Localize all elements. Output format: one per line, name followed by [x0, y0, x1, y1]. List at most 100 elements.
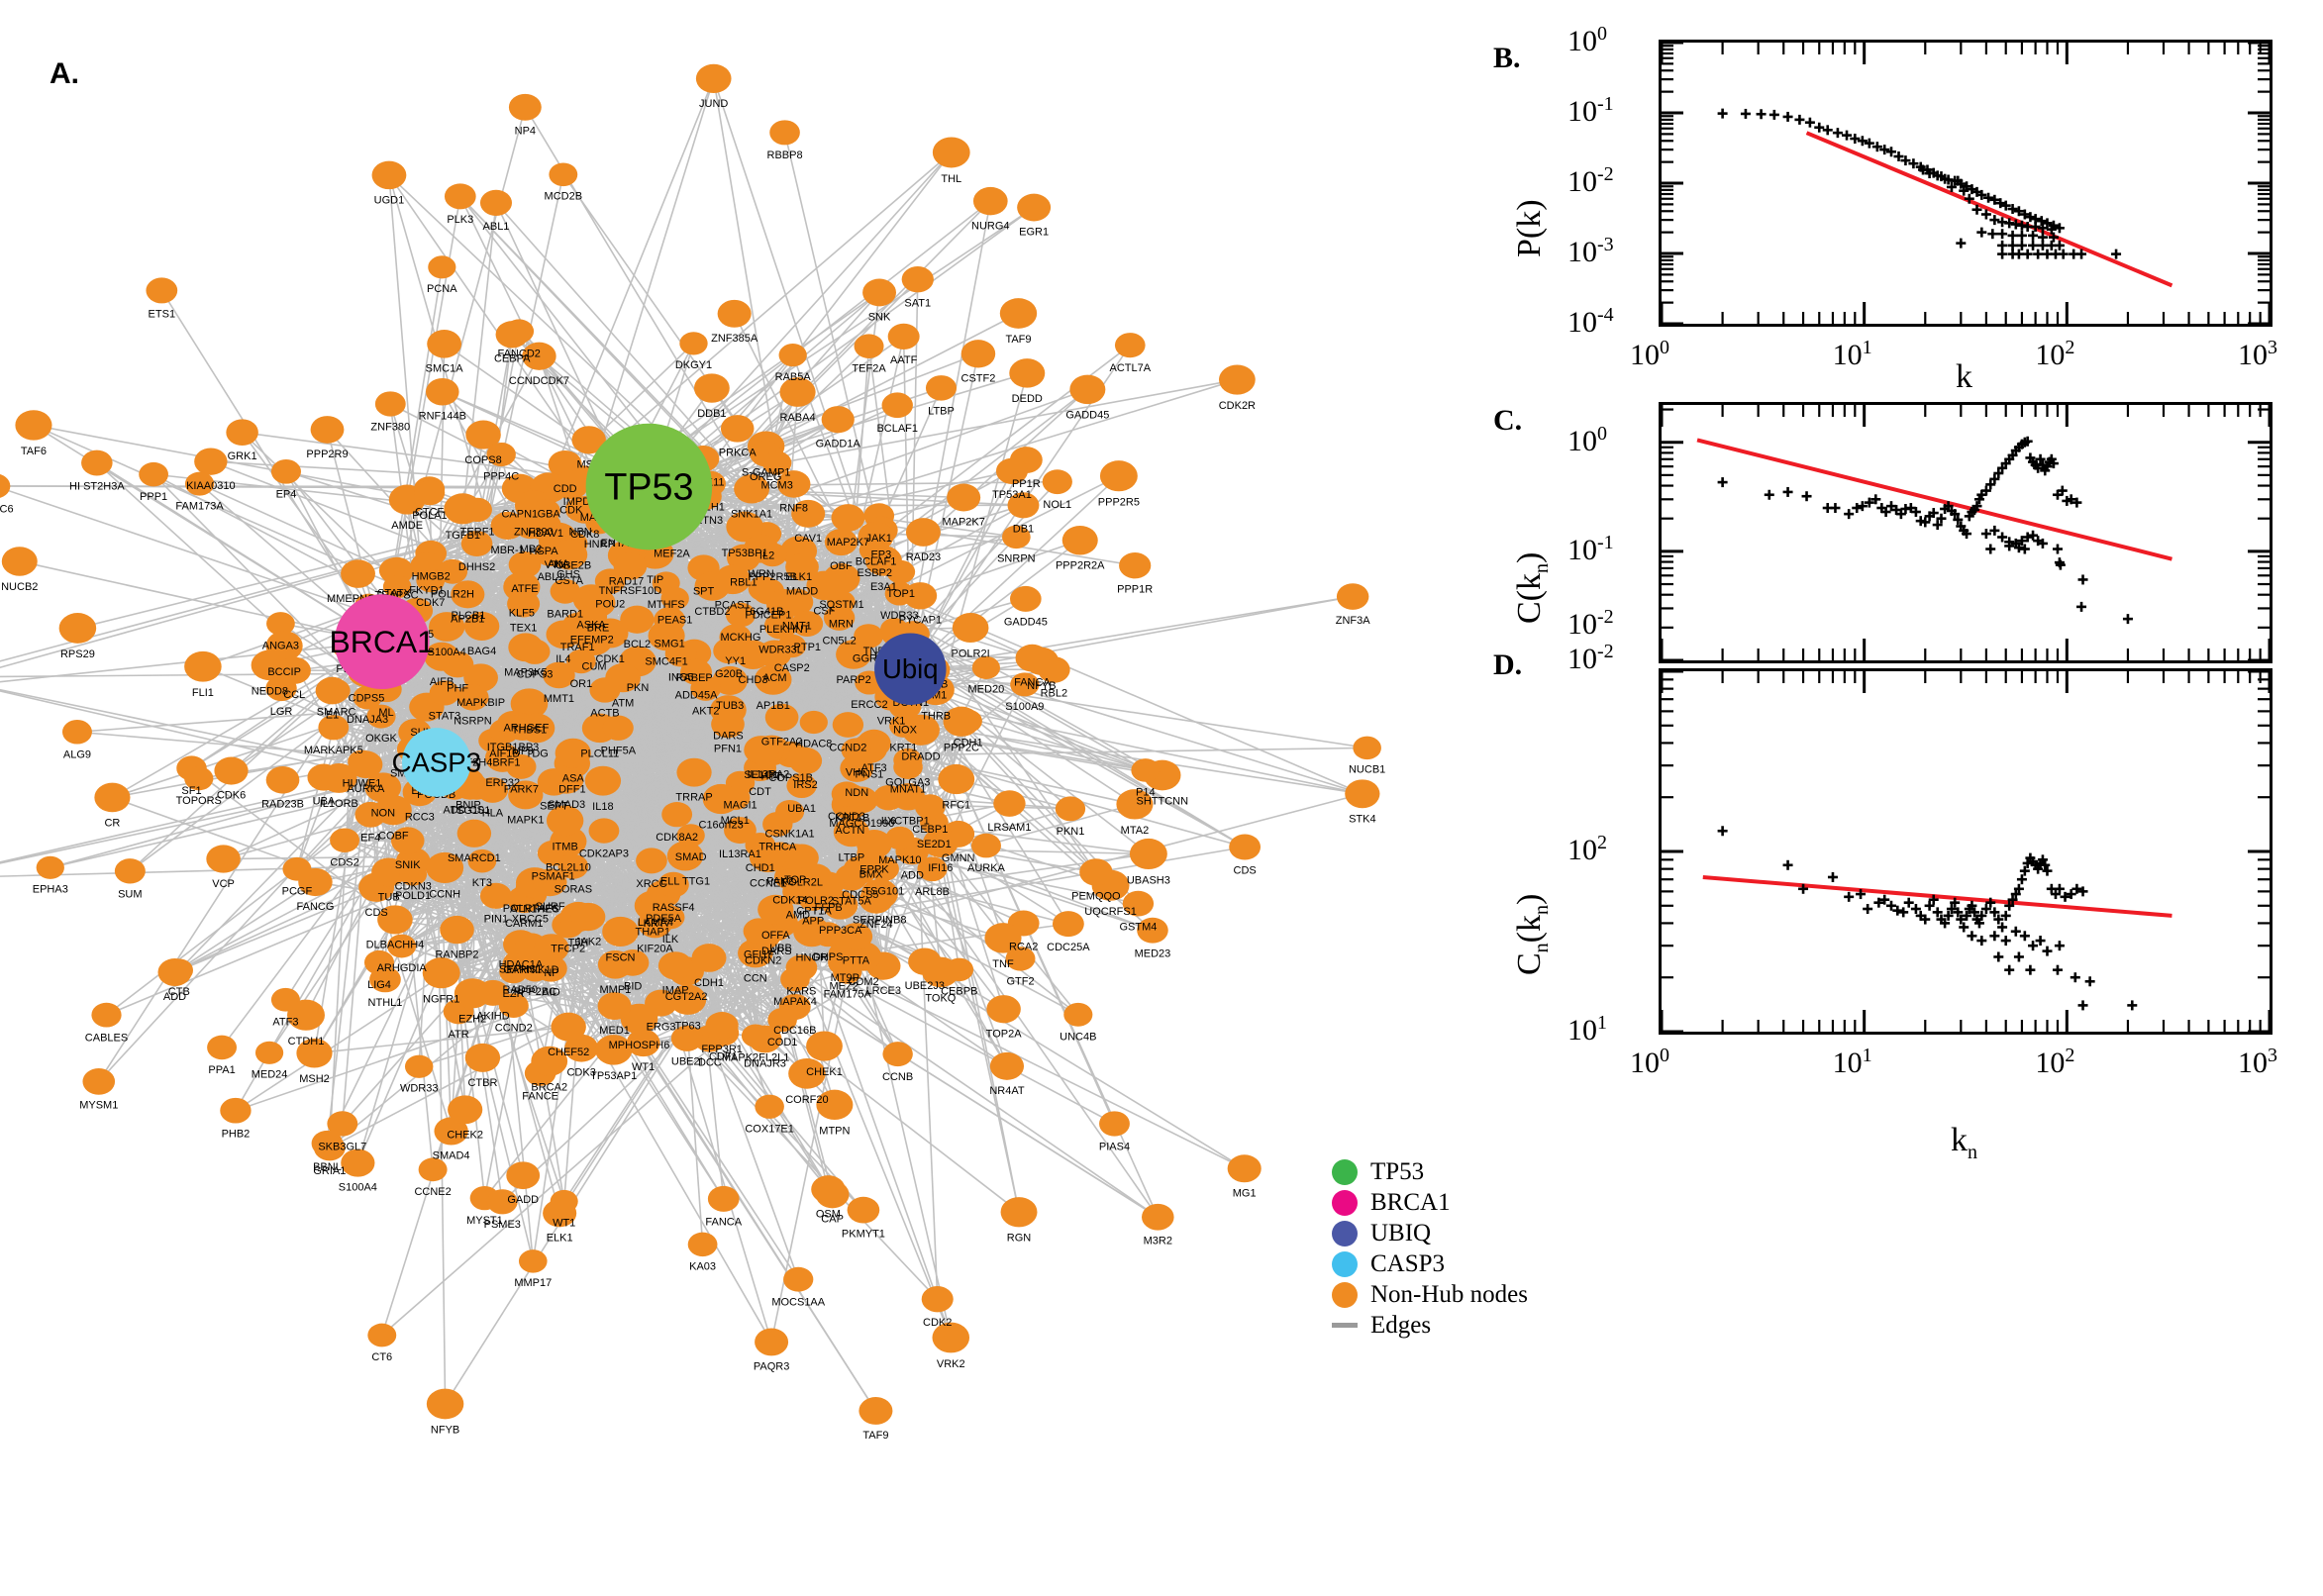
network-node[interactable] — [557, 853, 589, 879]
network-node[interactable] — [952, 613, 989, 644]
network-node[interactable] — [519, 713, 556, 744]
network-node[interactable] — [476, 777, 509, 803]
network-node[interactable] — [554, 470, 589, 500]
network-node[interactable] — [566, 648, 596, 674]
network-node[interactable] — [437, 558, 468, 584]
network-node[interactable] — [776, 470, 811, 498]
network-node[interactable] — [636, 848, 667, 874]
network-node[interactable] — [755, 1328, 789, 1356]
network-node[interactable] — [418, 1157, 448, 1182]
network-node[interactable] — [427, 330, 462, 358]
network-node[interactable] — [943, 706, 980, 737]
network-node[interactable] — [893, 748, 923, 772]
network-node[interactable] — [546, 620, 581, 649]
network-node[interactable] — [695, 63, 732, 93]
network-node[interactable] — [207, 1035, 238, 1060]
network-node[interactable] — [194, 448, 228, 475]
network-node[interactable] — [793, 916, 831, 948]
network-node[interactable] — [1010, 672, 1040, 697]
network-node[interactable] — [741, 1024, 770, 1047]
network-node[interactable] — [823, 605, 856, 631]
network-node[interactable] — [831, 781, 862, 807]
network-node[interactable] — [341, 1148, 375, 1177]
network-node[interactable] — [755, 1094, 784, 1119]
network-node[interactable] — [754, 663, 792, 695]
network-node[interactable] — [645, 989, 678, 1017]
network-node[interactable] — [184, 471, 215, 496]
network-node[interactable] — [1137, 917, 1168, 944]
network-node[interactable] — [15, 410, 52, 441]
network-node[interactable] — [0, 473, 11, 498]
network-node[interactable] — [1, 547, 38, 576]
network-node[interactable] — [676, 757, 712, 787]
network-node[interactable] — [94, 782, 131, 813]
network-node[interactable] — [543, 661, 575, 689]
network-node[interactable] — [184, 650, 222, 682]
network-node[interactable] — [1099, 1111, 1130, 1137]
network-node[interactable] — [995, 457, 1028, 484]
network-node[interactable] — [791, 499, 826, 528]
network-node[interactable] — [467, 848, 497, 873]
network-node[interactable] — [428, 255, 456, 279]
network-node[interactable] — [666, 841, 704, 871]
network-node[interactable] — [330, 828, 360, 852]
network-node[interactable] — [549, 162, 578, 187]
network-node[interactable] — [1017, 193, 1052, 222]
network-node[interactable] — [1119, 551, 1152, 579]
network-node[interactable] — [395, 847, 431, 876]
network-node[interactable] — [1353, 736, 1381, 760]
network-node[interactable] — [589, 677, 621, 703]
network-node[interactable] — [676, 824, 705, 848]
network-node[interactable] — [778, 993, 811, 1021]
network-node[interactable] — [555, 738, 591, 768]
network-node[interactable] — [744, 736, 779, 764]
network-node[interactable] — [476, 979, 509, 1006]
network-node[interactable] — [687, 1232, 718, 1257]
network-node[interactable] — [864, 546, 902, 576]
network-node[interactable] — [713, 638, 745, 664]
network-node[interactable] — [495, 321, 529, 349]
network-node[interactable] — [889, 714, 918, 738]
network-node[interactable] — [1336, 583, 1369, 610]
network-node[interactable] — [763, 612, 798, 640]
network-node[interactable] — [463, 611, 500, 641]
network-node[interactable] — [327, 1111, 358, 1137]
network-node[interactable] — [486, 442, 516, 467]
network-node[interactable] — [296, 1038, 333, 1068]
network-node[interactable] — [534, 934, 569, 963]
network-node[interactable] — [833, 817, 869, 848]
network-node[interactable] — [660, 586, 689, 611]
network-node[interactable] — [824, 528, 858, 556]
network-node[interactable] — [584, 765, 622, 796]
network-node[interactable] — [1009, 358, 1046, 388]
network-node[interactable] — [416, 568, 446, 593]
network-node[interactable] — [702, 783, 740, 815]
network-node[interactable] — [226, 419, 258, 447]
network-node[interactable] — [694, 571, 731, 601]
network-node[interactable] — [664, 641, 697, 667]
network-node[interactable] — [571, 426, 606, 454]
network-node[interactable] — [823, 890, 858, 920]
network-node[interactable] — [885, 826, 915, 850]
network-node[interactable] — [984, 923, 1022, 953]
network-node[interactable] — [382, 574, 412, 599]
network-node[interactable] — [724, 817, 757, 845]
network-node[interactable] — [745, 833, 776, 858]
network-node[interactable] — [1063, 1002, 1093, 1027]
network-node[interactable] — [550, 1189, 578, 1213]
network-node[interactable] — [831, 504, 865, 532]
network-node[interactable] — [690, 675, 722, 701]
network-node[interactable] — [479, 189, 513, 217]
network-node[interactable] — [726, 511, 763, 543]
network-node[interactable] — [986, 995, 1021, 1024]
network-node[interactable] — [887, 323, 920, 349]
network-hub-nodes[interactable]: TP53 BRCA1 Ubiq CASP3 — [330, 423, 947, 797]
network-node[interactable] — [616, 949, 650, 976]
network-node[interactable] — [769, 120, 800, 146]
network-node[interactable] — [1099, 460, 1138, 492]
network-node[interactable] — [841, 738, 871, 763]
network-node[interactable] — [479, 882, 512, 909]
network-node[interactable] — [785, 552, 819, 581]
network-node[interactable] — [363, 949, 395, 975]
network-node[interactable] — [265, 765, 300, 794]
